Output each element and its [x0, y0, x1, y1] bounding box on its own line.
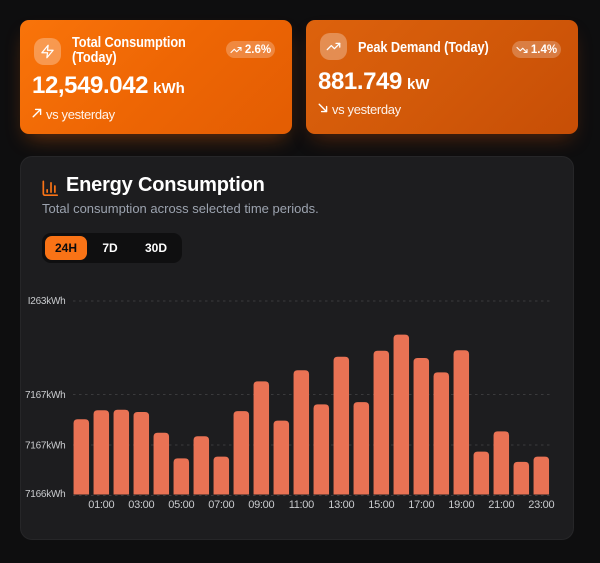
- svg-text:07:00: 07:00: [208, 499, 234, 511]
- svg-text:23:00: 23:00: [528, 499, 554, 511]
- svg-text:13:00: 13:00: [328, 499, 354, 511]
- svg-text:09:00: 09:00: [248, 499, 274, 511]
- svg-text:I263kWh: I263kWh: [28, 296, 66, 307]
- svg-text:21:00: 21:00: [488, 499, 514, 511]
- svg-text:11:00: 11:00: [289, 499, 314, 511]
- svg-text:15:00: 15:00: [368, 499, 394, 511]
- svg-text:7166kWh: 7166kWh: [25, 489, 66, 500]
- svg-text:01:00: 01:00: [88, 499, 114, 511]
- svg-text:03:00: 03:00: [128, 499, 154, 511]
- svg-text:7167kWh: 7167kWh: [25, 441, 66, 452]
- svg-text:7167kWh: 7167kWh: [25, 390, 66, 401]
- svg-text:17:00: 17:00: [408, 499, 434, 511]
- svg-text:19:00: 19:00: [448, 499, 474, 511]
- svg-text:05:00: 05:00: [168, 499, 194, 511]
